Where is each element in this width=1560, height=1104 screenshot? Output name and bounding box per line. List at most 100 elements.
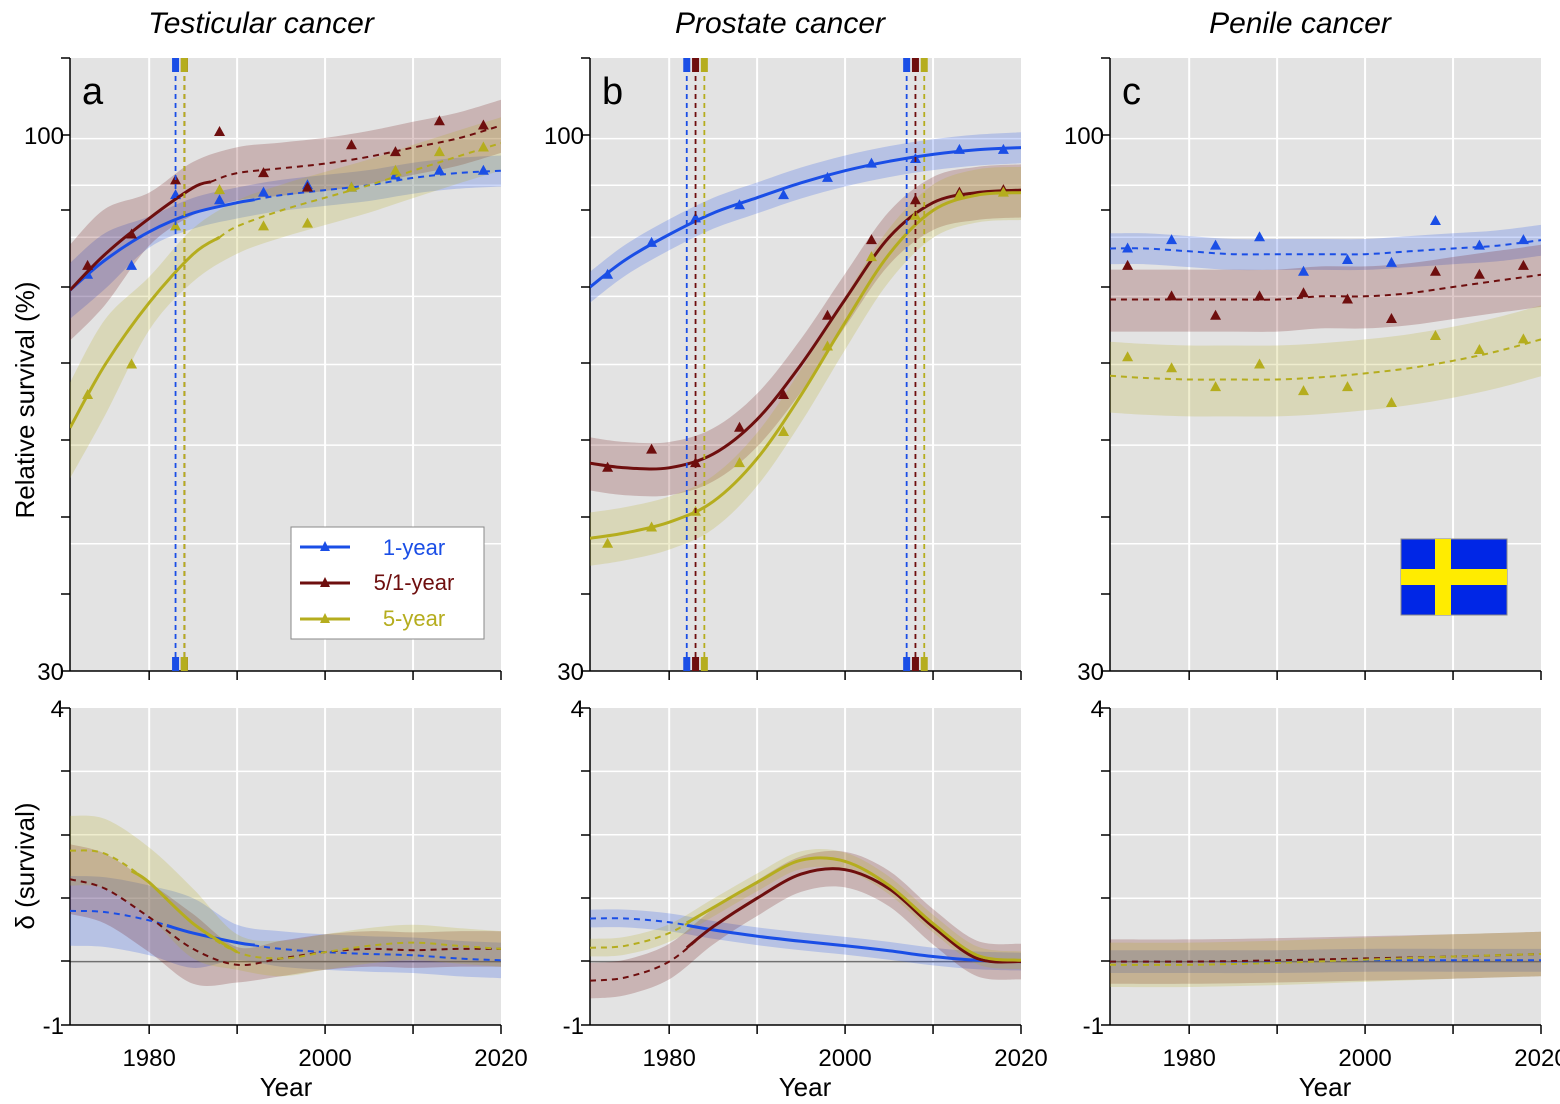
panel-letter-b: b — [602, 71, 623, 113]
fit-line-solid-five_year — [70, 236, 221, 429]
title-testicular: Testicular cancer — [148, 7, 375, 40]
data-point-one_year — [126, 259, 138, 270]
x-axis-label-c: Year — [1299, 1072, 1352, 1102]
data-point-five_one_year — [1210, 309, 1222, 320]
delta-ci-band-five_year — [70, 815, 501, 977]
data-point-five_year — [126, 358, 138, 369]
data-point-five_year — [1122, 351, 1134, 362]
data-point-five_one_year — [909, 194, 921, 205]
data-point-five_one_year — [690, 457, 702, 468]
legend-item-five-year: 5-year — [300, 606, 445, 631]
fit-line-solid-five_one_year — [590, 188, 1021, 471]
breakpoint-marker-top-five_year — [700, 58, 708, 72]
fit-line-dashed-five_one_year — [210, 124, 501, 183]
ci-band-one_year — [70, 155, 501, 319]
data-point-five_one_year — [1385, 313, 1397, 324]
data-point-five_one_year — [1517, 259, 1529, 270]
x-tick-label-1980: 1980 — [122, 1045, 175, 1072]
panel-c-bottom-background — [1110, 708, 1541, 1025]
panel-a-bottom-background — [70, 708, 501, 1025]
data-point-five_year — [345, 181, 357, 192]
data-point-one_year — [1210, 239, 1222, 250]
data-point-five_year — [1210, 381, 1222, 392]
breakpoint-marker-top-five_one_year — [911, 58, 919, 72]
y-axis-label-survival: Relative survival (%) — [10, 282, 40, 519]
title-prostate: Prostate cancer — [675, 7, 886, 40]
data-point-five_one_year — [1298, 287, 1310, 298]
ci-band-five_one_year — [70, 99, 501, 341]
breakpoint-marker-bottom-five_one_year — [692, 657, 700, 671]
panel-a: 100 30 4 -1 1980 2000 2020 a — [24, 57, 528, 1072]
y-tick-label-minus1: -1 — [1083, 1013, 1104, 1040]
data-point-one_year — [865, 157, 877, 168]
panel-b-survival-plot — [590, 132, 1021, 566]
y-tick-label-100: 100 — [24, 123, 64, 150]
data-point-one_year — [214, 194, 226, 205]
ci-band-five_year — [70, 117, 501, 479]
data-point-five_one_year — [734, 421, 746, 432]
y-axis-label-delta: δ (survival) — [10, 802, 40, 929]
panel-b-delta-plot — [590, 848, 1021, 999]
y-tick-label-100: 100 — [1064, 123, 1104, 150]
breakpoint-marker-bottom-five_year — [920, 657, 928, 671]
delta-line-dashed-one_year — [70, 909, 501, 962]
y-tick-label-4: 4 — [1091, 696, 1104, 723]
data-point-five_year — [997, 186, 1009, 197]
data-point-one_year — [1341, 253, 1353, 264]
breakpoint-marker-top-five_year — [920, 58, 928, 72]
legend-item-five-one-year: 5/1-year — [300, 570, 454, 595]
ci-band-five_one_year — [590, 164, 1021, 497]
legend-label-five-year: 5-year — [383, 606, 445, 631]
x-tick-label-2020: 2020 — [474, 1045, 527, 1072]
y-tick-label-30: 30 — [1077, 659, 1104, 686]
fit-line-dashed-five_year — [1110, 338, 1541, 381]
legend-label-five-one-year: 5/1-year — [374, 570, 455, 595]
x-tick-label-2000: 2000 — [298, 1045, 351, 1072]
data-point-five_one_year — [477, 119, 489, 130]
delta-line-solid-five_year — [686, 856, 1021, 962]
data-point-five_one_year — [1166, 290, 1178, 301]
data-point-one_year — [953, 143, 965, 154]
data-point-five_year — [477, 141, 489, 152]
data-point-five_one_year — [1254, 290, 1266, 301]
data-point-five_year — [301, 217, 313, 228]
data-point-five_year — [602, 537, 614, 548]
x-tick-label-1980: 1980 — [642, 1045, 695, 1072]
y-tick-label-30: 30 — [557, 659, 584, 686]
data-point-five_year — [778, 426, 790, 437]
data-point-five_year — [646, 521, 658, 532]
breakpoint-marker-bottom-one_year — [683, 657, 691, 671]
panel-c-survival-plot — [1110, 215, 1541, 417]
data-point-five_one_year — [82, 259, 94, 270]
legend-label-one-year: 1-year — [383, 535, 445, 560]
data-point-five_one_year — [126, 228, 138, 239]
ci-band-five_year — [590, 166, 1021, 566]
data-point-one_year — [1385, 256, 1397, 267]
delta-line-solid-five_year — [130, 869, 238, 954]
y-tick-label-100: 100 — [544, 123, 584, 150]
fit-line-solid-one_year — [590, 146, 1021, 289]
data-point-one_year — [1122, 242, 1134, 253]
ci-band-five_one_year — [1110, 244, 1541, 332]
x-tick-label-2020: 2020 — [994, 1045, 1047, 1072]
y-tick-label-4: 4 — [51, 696, 64, 723]
data-point-one_year — [433, 164, 445, 175]
breakpoint-marker-bottom-five_year — [700, 657, 708, 671]
x-axis-label-a: Year — [260, 1072, 313, 1102]
fit-line-dashed-one_year — [1110, 239, 1541, 256]
data-point-five_one_year — [1122, 259, 1134, 270]
data-point-five_one_year — [865, 234, 877, 245]
data-point-five_year — [1254, 358, 1266, 369]
data-point-five_year — [1341, 381, 1353, 392]
breakpoint-marker-bottom-five_one_year — [911, 657, 919, 671]
data-point-five_one_year — [258, 167, 270, 178]
sweden-flag — [1400, 538, 1508, 616]
data-point-five_year — [821, 340, 833, 351]
data-point-five_one_year — [433, 115, 445, 126]
data-point-five_year — [734, 457, 746, 468]
data-point-five_year — [258, 220, 270, 231]
data-point-five_one_year — [389, 146, 401, 157]
data-point-five_year — [1429, 329, 1441, 340]
data-point-one_year — [997, 143, 1009, 154]
data-point-five_one_year — [214, 126, 226, 137]
